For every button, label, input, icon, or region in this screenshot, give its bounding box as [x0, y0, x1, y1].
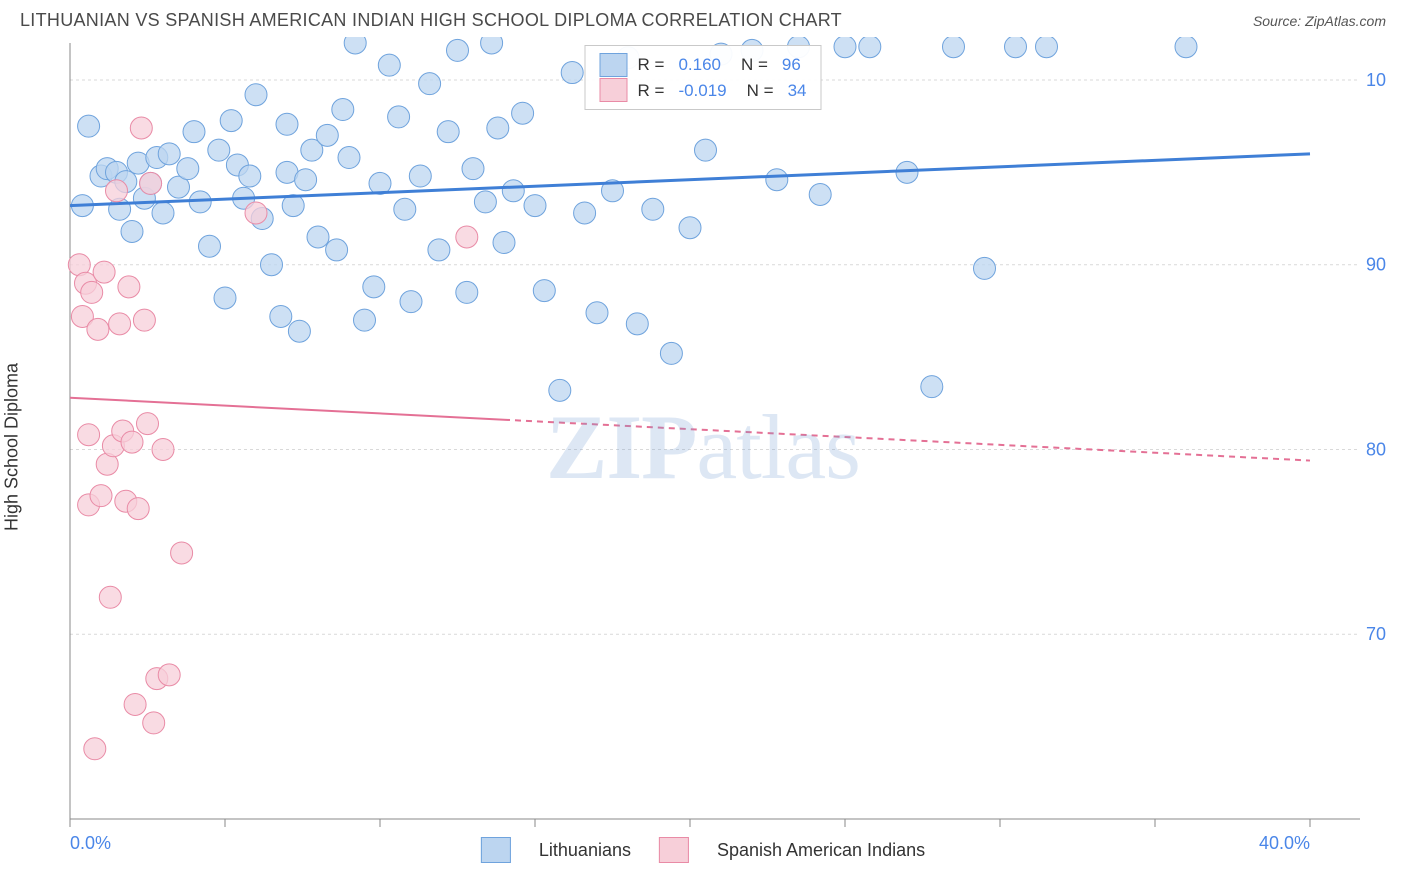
series-label: Lithuanians [539, 840, 631, 861]
stats-legend-row: R = -0.019 N = 34 [600, 78, 807, 104]
series-swatch [481, 837, 511, 863]
svg-text:0.0%: 0.0% [70, 833, 111, 853]
source-attribution: Source: ZipAtlas.com [1253, 13, 1386, 29]
series-swatch [600, 53, 628, 77]
n-value: 34 [788, 78, 807, 104]
scatter-chart: 70.0% 80.0% 90.0% 100.0% 0.0% 40.0% [20, 37, 1386, 857]
r-value: -0.019 [678, 78, 726, 104]
n-label: N = [747, 78, 774, 104]
svg-text:90.0%: 90.0% [1366, 255, 1386, 275]
stats-legend-row: R = 0.160 N = 96 [600, 52, 807, 78]
n-value: 96 [782, 52, 801, 78]
stats-legend: R = 0.160 N = 96 R = -0.019 N = 34 [585, 45, 822, 110]
chart-container: High School Diploma ZIPatlas 70.0%80.0%9… [20, 37, 1386, 857]
series-swatch [659, 837, 689, 863]
n-label: N = [741, 52, 768, 78]
series-swatch [600, 78, 628, 102]
r-value: 0.160 [678, 52, 721, 78]
r-label: R = [638, 52, 665, 78]
svg-text:40.0%: 40.0% [1259, 833, 1310, 853]
y-axis-label: High School Diploma [2, 363, 23, 531]
svg-text:80.0%: 80.0% [1366, 439, 1386, 459]
footer-legend: Lithuanians Spanish American Indians [481, 837, 925, 863]
svg-text:70.0%: 70.0% [1366, 624, 1386, 644]
chart-title: LITHUANIAN VS SPANISH AMERICAN INDIAN HI… [20, 10, 842, 31]
r-label: R = [638, 78, 665, 104]
series-label: Spanish American Indians [717, 840, 925, 861]
svg-text:100.0%: 100.0% [1366, 70, 1386, 90]
